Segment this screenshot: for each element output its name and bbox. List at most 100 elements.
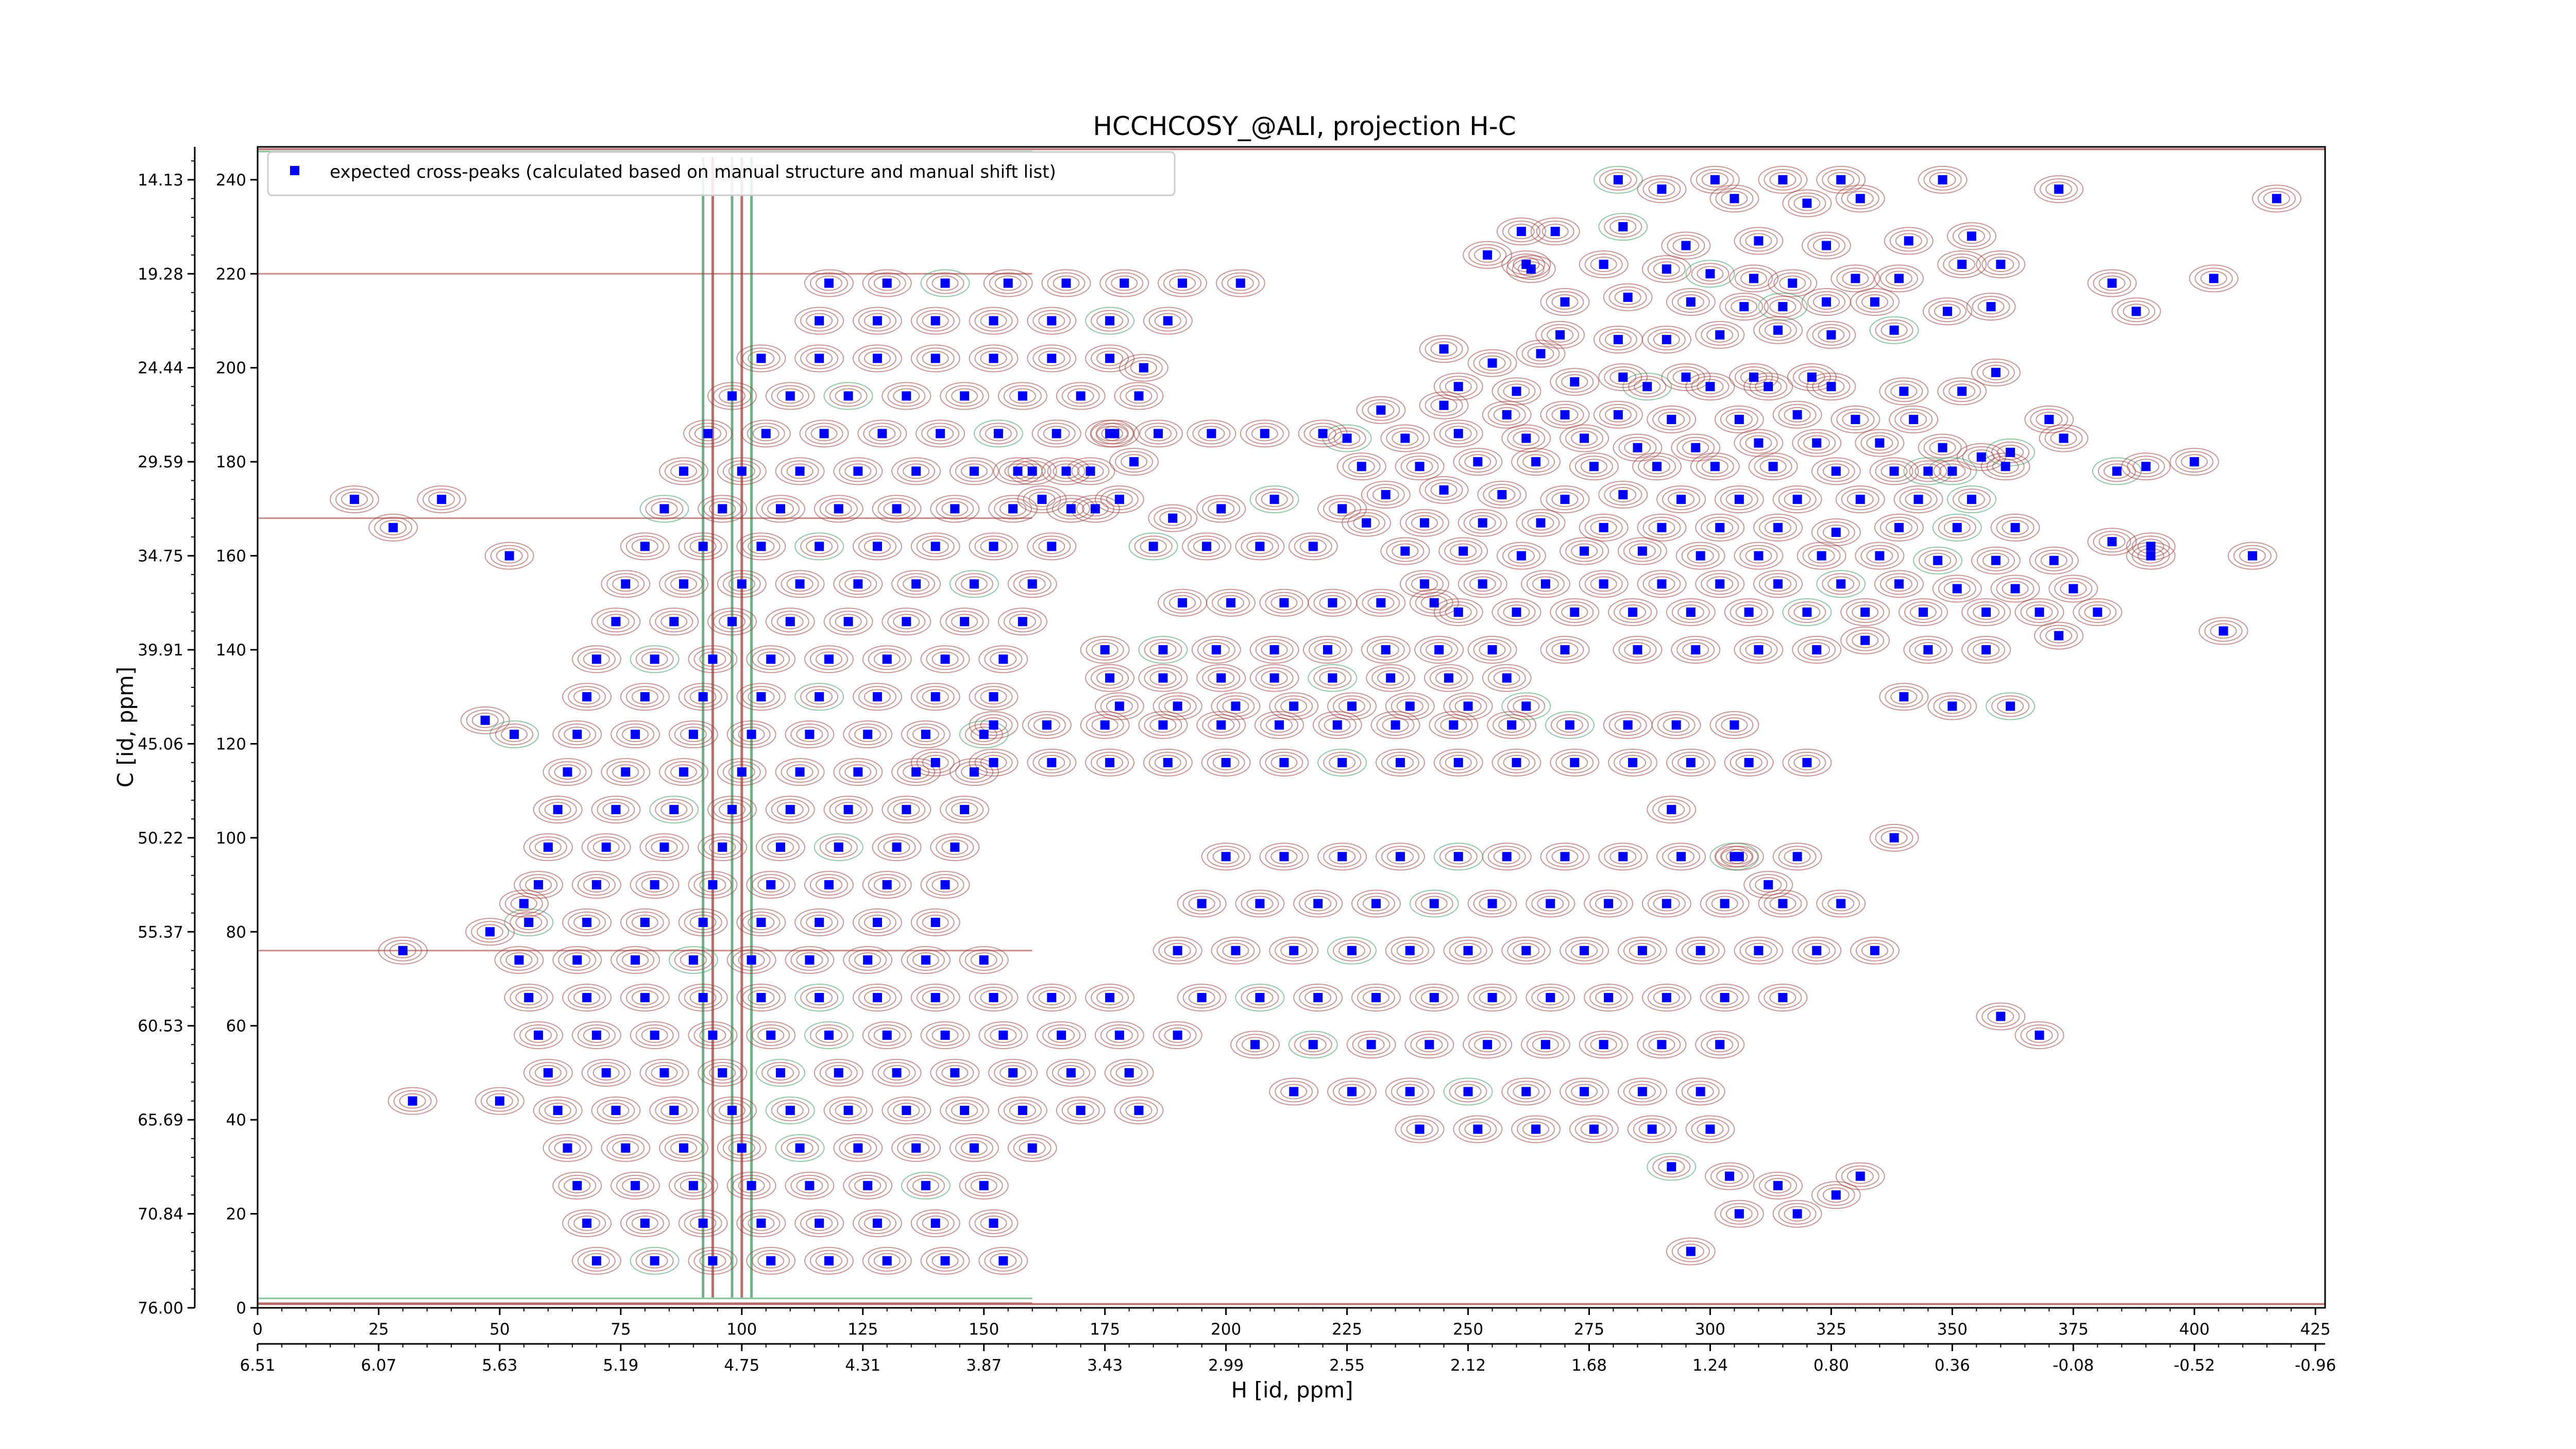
peak-contour: [523, 833, 573, 862]
peak-contour: [973, 419, 1023, 448]
peak-contour: [1017, 485, 1067, 514]
peak-contour: [1192, 423, 1231, 445]
peak-contour: [960, 576, 988, 592]
peak-contour: [1487, 846, 1526, 868]
cross-peak-marker: [582, 1218, 592, 1228]
peak-contour: [616, 949, 655, 971]
peak-contour: [916, 751, 955, 773]
legend: expected cross-peaks (calculated based o…: [267, 151, 1176, 196]
cross-peak-marker: [1628, 608, 1638, 617]
peak-contour: [1614, 717, 1641, 733]
cross-peak-marker: [1129, 457, 1139, 467]
peak-contour: [1840, 626, 1890, 654]
peak-contour: [562, 908, 612, 937]
cross-peak-marker: [1405, 701, 1415, 711]
cross-peak-marker: [1676, 852, 1686, 862]
peak-contour: [833, 570, 883, 598]
peak-contour: [564, 1177, 591, 1193]
cross-peak-marker: [1512, 608, 1521, 617]
peak-contour: [1317, 495, 1367, 523]
peak-contour: [1991, 441, 2030, 463]
peak-contour: [1579, 570, 1629, 598]
cross-peak-marker: [1792, 1209, 1802, 1219]
peak-contour: [717, 570, 767, 598]
cross-peak-marker: [611, 617, 621, 627]
peak-contour: [1546, 638, 1584, 661]
cross-peak-marker: [1792, 410, 1802, 419]
peak-contour: [649, 796, 699, 824]
peak-contour: [776, 802, 804, 818]
peak-contour: [1624, 642, 1651, 658]
peak-contour: [1784, 492, 1811, 508]
peak-contour: [1734, 635, 1784, 664]
peak-contour: [833, 758, 883, 786]
cross-peak-marker: [1536, 518, 1546, 528]
cross-peak-marker: [1047, 316, 1057, 326]
peak-contour: [577, 874, 616, 896]
cross-peak-marker: [785, 1105, 795, 1115]
peak-contour: [945, 385, 984, 407]
peak-contour: [1128, 532, 1178, 561]
peak-contour: [1027, 714, 1066, 736]
cross-peak-marker: [2035, 608, 2044, 617]
peak-contour: [1675, 542, 1725, 570]
peak-contour: [1392, 543, 1419, 559]
peak-contour: [980, 350, 1007, 366]
peak-contour: [940, 382, 990, 410]
peak-contour: [1019, 576, 1046, 592]
peak-contour: [1977, 299, 2005, 315]
peak-contour: [1474, 247, 1501, 263]
peak-contour: [1430, 397, 1458, 413]
peak-contour: [989, 272, 1027, 294]
cross-peak-marker: [989, 353, 998, 363]
peak-contour: [1111, 275, 1138, 291]
cross-peak-marker: [514, 955, 524, 965]
peak-contour: [1009, 614, 1036, 630]
y-index-tick-label: 200: [216, 359, 246, 378]
cross-peak-marker: [1957, 386, 1967, 396]
y-index-tick-label: 100: [216, 829, 246, 848]
cross-peak-marker: [940, 880, 950, 890]
cross-peak-marker: [1836, 579, 1846, 589]
peak-contour: [839, 460, 877, 482]
cross-peak-marker: [1332, 720, 1342, 730]
cross-peak-marker: [1425, 1040, 1434, 1050]
peak-contour: [552, 946, 602, 974]
cross-peak-marker: [1637, 946, 1647, 955]
peak-contour: [1096, 754, 1124, 770]
cross-peak-marker: [805, 730, 815, 739]
peak-contour: [1230, 1031, 1280, 1059]
peak-contour: [1464, 1121, 1492, 1137]
cross-peak-marker: [1260, 429, 1269, 439]
cross-peak-marker: [2006, 701, 2015, 711]
cross-peak-marker: [872, 353, 882, 363]
peak-contour: [1812, 238, 1840, 254]
cross-peak-marker: [1018, 1105, 1027, 1115]
peak-contour: [2039, 424, 2089, 452]
cross-peak-marker: [989, 720, 998, 730]
peak-contour: [1169, 595, 1196, 611]
peak-contour: [1700, 983, 1750, 1012]
peak-contour: [2175, 451, 2214, 473]
peak-contour: [625, 686, 664, 708]
peak-contour: [1324, 717, 1351, 733]
legend-marker: [290, 166, 299, 175]
cross-peak-marker: [437, 495, 447, 504]
peak-contour: [910, 748, 960, 777]
cross-peak-marker: [727, 805, 737, 815]
peak-contour: [1937, 250, 1987, 279]
peak-contour: [748, 1215, 775, 1231]
peak-contour: [794, 908, 844, 937]
cross-peak-marker: [2006, 447, 2015, 457]
peak-contour: [1595, 989, 1622, 1005]
peak-contour: [786, 764, 814, 780]
cross-peak-marker: [1967, 495, 1976, 504]
peak-contour: [1091, 667, 1129, 689]
peak-contour: [1822, 1187, 1850, 1203]
peak-contour: [1255, 667, 1294, 689]
peak-contour: [1496, 217, 1546, 246]
cross-peak-marker: [1817, 551, 1826, 561]
cross-peak-marker: [1487, 899, 1497, 908]
cross-peak-marker: [1773, 1181, 1783, 1190]
cross-peak-marker: [388, 523, 398, 532]
